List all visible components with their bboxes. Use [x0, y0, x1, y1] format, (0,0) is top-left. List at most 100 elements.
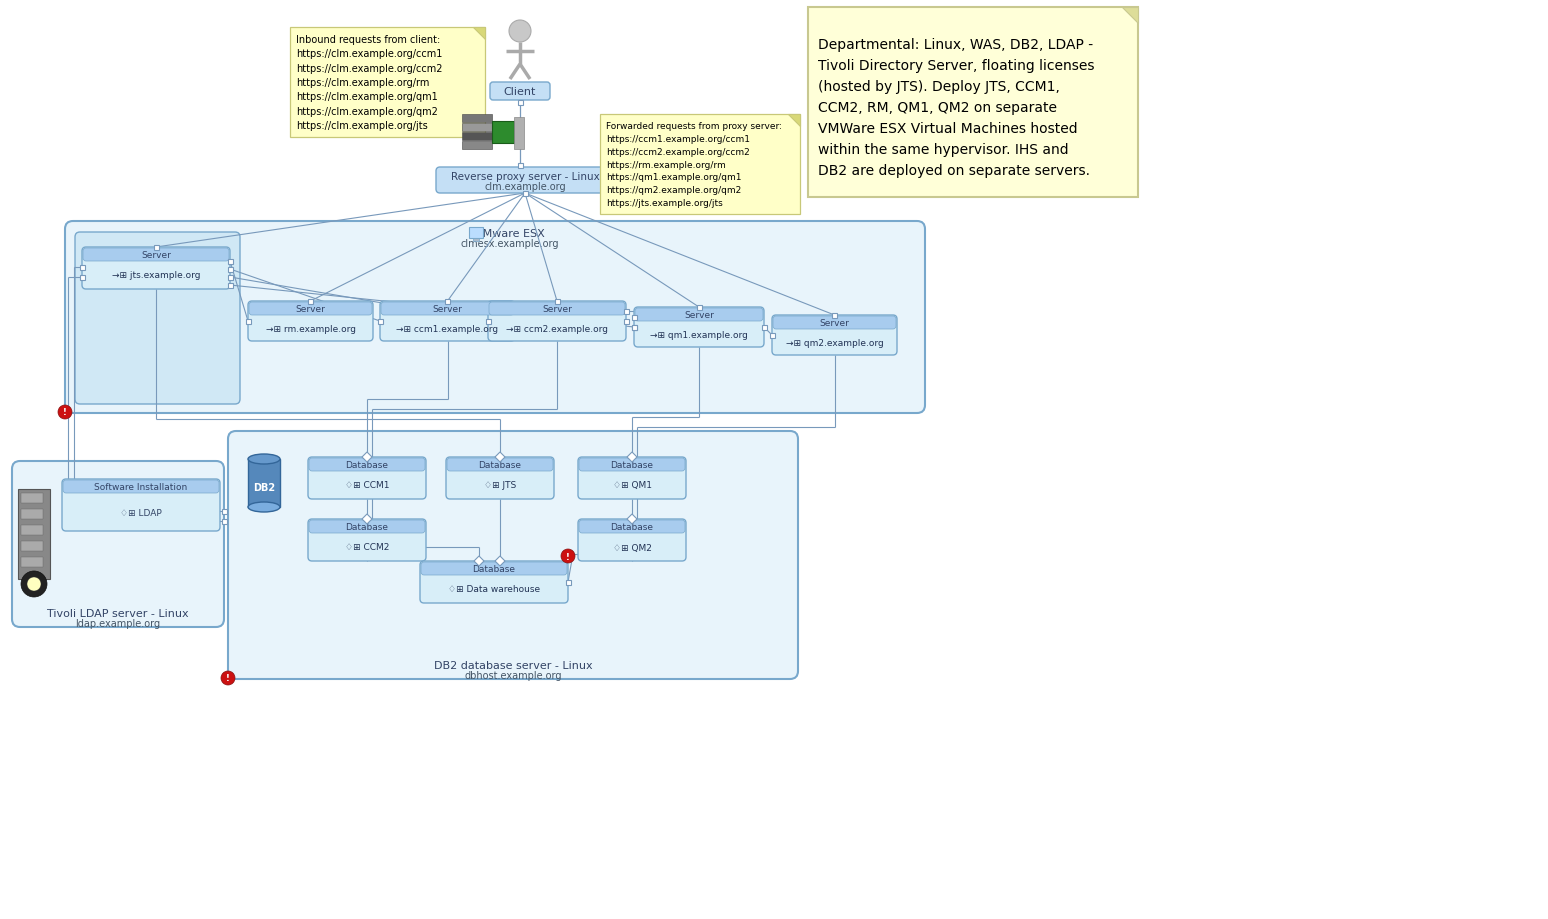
FancyBboxPatch shape	[488, 301, 625, 342]
Bar	[22, 541, 43, 551]
Polygon shape	[495, 452, 505, 462]
Text: →⊞ ccm1.example.org: →⊞ ccm1.example.org	[396, 324, 498, 333]
FancyBboxPatch shape	[447, 459, 553, 471]
Bar	[289, 28, 485, 138]
Polygon shape	[474, 28, 485, 40]
Circle shape	[22, 572, 46, 597]
FancyBboxPatch shape	[310, 459, 426, 471]
Bar	[228, 275, 232, 280]
Polygon shape	[362, 515, 372, 525]
FancyBboxPatch shape	[248, 301, 373, 342]
Text: →⊞ jts.example.org: →⊞ jts.example.org	[111, 271, 200, 280]
Bar	[632, 325, 636, 330]
FancyBboxPatch shape	[381, 302, 514, 315]
Text: Database: Database	[345, 522, 389, 531]
Text: ♢⊞ Data warehouse: ♢⊞ Data warehouse	[447, 584, 540, 594]
Text: ldap.example.org: ldap.example.org	[76, 618, 161, 629]
Bar	[22, 526, 43, 536]
Text: Database: Database	[478, 460, 522, 470]
Text: VMware ESX: VMware ESX	[475, 229, 545, 239]
Bar	[221, 519, 226, 524]
Text: →⊞ rm.example.org: →⊞ rm.example.org	[266, 324, 356, 333]
Bar	[565, 580, 571, 584]
Bar	[523, 191, 528, 197]
Text: clmesx.example.org: clmesx.example.org	[461, 239, 559, 249]
Bar	[378, 319, 382, 324]
Text: DB2: DB2	[252, 482, 276, 493]
Bar	[469, 228, 483, 239]
FancyBboxPatch shape	[310, 520, 426, 533]
FancyBboxPatch shape	[228, 432, 799, 679]
Polygon shape	[1122, 8, 1138, 24]
Text: DB2 database server - Linux: DB2 database server - Linux	[433, 660, 593, 670]
Ellipse shape	[248, 503, 280, 513]
Text: Server: Server	[542, 305, 571, 313]
Text: Server: Server	[296, 305, 325, 313]
Polygon shape	[627, 452, 636, 462]
Bar	[492, 122, 514, 144]
Text: ♢⊞ LDAP: ♢⊞ LDAP	[121, 508, 163, 516]
Polygon shape	[474, 556, 485, 566]
Text: Database: Database	[610, 522, 653, 531]
FancyBboxPatch shape	[84, 249, 229, 262]
Bar	[769, 333, 774, 338]
FancyBboxPatch shape	[635, 309, 763, 322]
Text: clm.example.org: clm.example.org	[485, 182, 567, 192]
Bar	[474, 239, 478, 242]
Circle shape	[57, 405, 73, 420]
FancyBboxPatch shape	[308, 458, 426, 499]
FancyBboxPatch shape	[491, 83, 550, 101]
Text: ♢⊞ QM2: ♢⊞ QM2	[613, 543, 652, 552]
Bar	[153, 245, 158, 250]
Text: Database: Database	[345, 460, 389, 470]
FancyBboxPatch shape	[579, 520, 686, 533]
Text: Software Installation: Software Installation	[94, 482, 187, 492]
FancyBboxPatch shape	[772, 315, 896, 356]
Bar	[831, 313, 837, 318]
Ellipse shape	[248, 455, 280, 464]
Text: →⊞ qm1.example.org: →⊞ qm1.example.org	[650, 330, 748, 339]
Text: Database: Database	[610, 460, 653, 470]
Bar	[697, 305, 701, 311]
FancyBboxPatch shape	[249, 302, 372, 315]
Bar	[79, 275, 85, 280]
Circle shape	[509, 21, 531, 43]
FancyBboxPatch shape	[63, 481, 218, 494]
Bar	[79, 266, 85, 270]
Text: Database: Database	[472, 564, 515, 573]
Text: →⊞ qm2.example.org: →⊞ qm2.example.org	[786, 338, 884, 347]
FancyBboxPatch shape	[62, 480, 220, 531]
Circle shape	[221, 671, 235, 686]
Circle shape	[26, 577, 40, 591]
Text: !: !	[567, 552, 570, 561]
Text: Client: Client	[503, 87, 536, 96]
Bar	[308, 300, 313, 304]
Bar	[514, 118, 525, 150]
FancyBboxPatch shape	[579, 459, 686, 471]
Bar	[221, 509, 226, 514]
Bar	[517, 100, 523, 106]
Text: Server: Server	[819, 319, 850, 328]
Bar	[22, 509, 43, 519]
Polygon shape	[495, 556, 505, 566]
Bar	[22, 558, 43, 567]
Text: !: !	[63, 408, 67, 417]
Bar	[246, 319, 251, 324]
Text: Reverse proxy server - Linux: Reverse proxy server - Linux	[450, 172, 599, 182]
Bar	[808, 8, 1138, 198]
FancyBboxPatch shape	[577, 519, 686, 562]
Bar	[248, 460, 280, 507]
Bar	[228, 267, 232, 272]
Bar	[461, 124, 492, 131]
Text: ♢⊞ CCM1: ♢⊞ CCM1	[345, 481, 389, 490]
Bar	[228, 259, 232, 265]
Bar	[22, 494, 43, 504]
Polygon shape	[788, 115, 800, 127]
Text: Forwarded requests from proxy server:
https://ccm1.example.org/ccm1
https://ccm2: Forwarded requests from proxy server: ht…	[605, 122, 782, 208]
Bar	[444, 300, 450, 304]
Text: Inbound requests from client:
https://clm.example.org/ccm1
https://clm.example.o: Inbound requests from client: https://cl…	[296, 35, 443, 131]
FancyBboxPatch shape	[12, 461, 224, 628]
Bar	[624, 319, 628, 324]
Bar	[554, 300, 559, 304]
Text: Server: Server	[432, 305, 463, 313]
